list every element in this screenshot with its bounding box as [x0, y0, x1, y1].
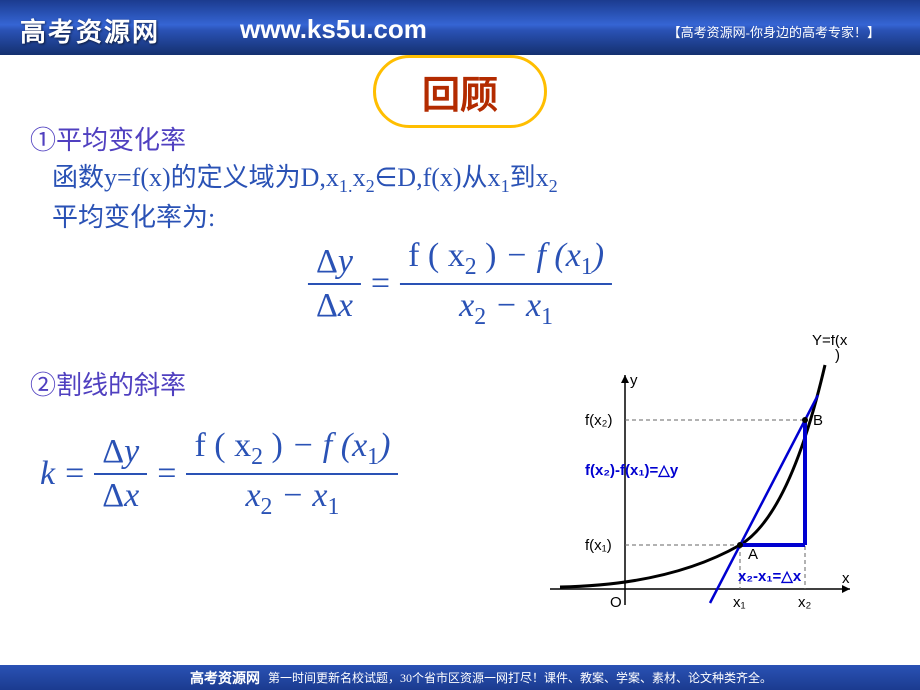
footer-brand: 高考资源网: [190, 668, 260, 688]
s1-sub4: 2: [549, 176, 558, 196]
fx2-label: f(x₂): [585, 412, 612, 429]
s1-line2: 平均变化率为:: [52, 197, 558, 234]
b-label: B: [813, 412, 823, 429]
s1-p3: ∈D,f(x)从x: [375, 163, 501, 192]
header-url: www.ks5u.com: [240, 14, 427, 45]
s1-sub3: 1: [501, 176, 510, 196]
secant-graph: y x O f(x₂) f(x₁) x₁ x₂ A B Y=f(x ) f(x₂…: [530, 335, 860, 635]
point-a: [737, 542, 743, 548]
y-label: y: [630, 372, 638, 389]
section2-heading: ②割线的斜率: [30, 365, 186, 402]
footer-text: 第一时间更新名校试题，30个省市区资源一网打尽！课件、教案、学案、素材、论文种类…: [268, 669, 772, 686]
dy-label: f(x₂)-f(x₁)=△y: [585, 462, 679, 479]
slide-body: 回顾 ①平均变化率 函数y=f(x)的定义域为D,x1.x2∈D,f(x)从x1…: [0, 55, 920, 665]
s1-p4: 到x: [510, 163, 549, 192]
x2-label: x₂: [798, 594, 812, 611]
fx1-label: f(x₁): [585, 537, 612, 554]
y-arrow: [621, 375, 629, 383]
a-label: A: [748, 546, 758, 563]
curve-label: Y=f(x: [812, 335, 848, 349]
footer-banner: 高考资源网 第一时间更新名校试题，30个省市区资源一网打尽！课件、教案、学案、素…: [0, 665, 920, 690]
s1-sub2: 2: [366, 176, 375, 196]
section-1: ①平均变化率 函数y=f(x)的定义域为D,x1.x2∈D,f(x)从x1到x2…: [30, 120, 558, 234]
title-badge: 回顾: [373, 55, 547, 128]
origin-label: O: [610, 594, 622, 611]
header-banner: 高考资源网 www.ks5u.com 【高考资源网-你身边的高考专家！】: [0, 0, 920, 55]
dx-label: x₂-x₁=△x: [738, 568, 802, 585]
title-text: 回顾: [422, 75, 498, 117]
curve-label-2: ): [835, 347, 840, 364]
x-label: x: [842, 570, 850, 587]
s1-p2: x: [353, 163, 366, 192]
header-tagline: 【高考资源网-你身边的高考专家！】: [668, 22, 880, 41]
section1-heading: ①平均变化率: [30, 120, 558, 157]
x1-label: x₁: [733, 594, 746, 611]
formula-1: Δy Δx = f ( x2 ) − f (x1) x2 − x1: [308, 235, 612, 333]
s1-sub1: 1.: [339, 176, 353, 196]
point-b: [802, 417, 808, 423]
header-brand: 高考资源网: [20, 12, 160, 49]
s1-p1: 函数y=f(x)的定义域为D,x: [52, 163, 339, 192]
section-2: ②割线的斜率: [30, 365, 186, 402]
formula-2: k = Δy Δx = f ( x2 ) − f (x1) x2 − x1: [40, 425, 398, 523]
